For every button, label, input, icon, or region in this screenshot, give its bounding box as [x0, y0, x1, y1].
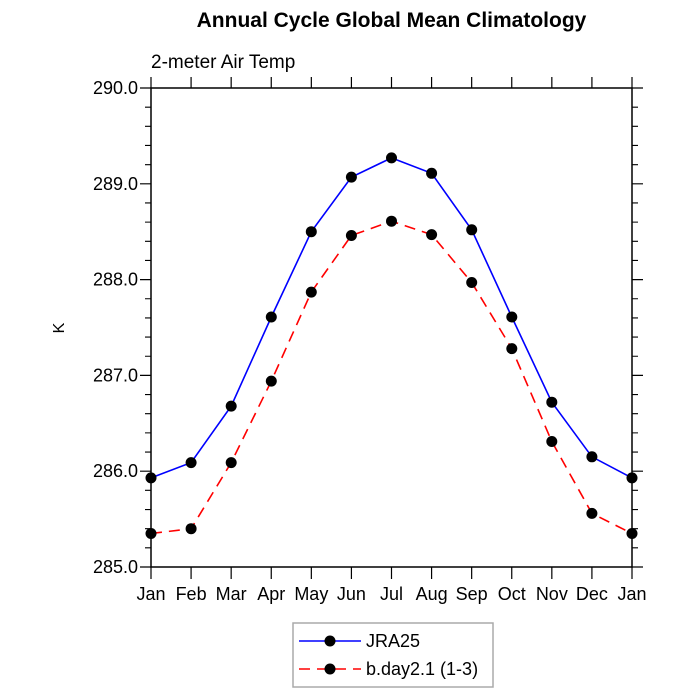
data-point-marker — [546, 396, 558, 408]
y-tick-label: 286.0 — [93, 461, 138, 481]
data-point-marker — [426, 167, 438, 179]
data-point-marker — [265, 311, 277, 323]
data-point-marker — [466, 277, 478, 288]
legend-swatch-marker — [324, 635, 336, 647]
data-point-marker — [145, 472, 157, 484]
legend-swatch-marker — [324, 663, 336, 675]
y-tick-label: 285.0 — [93, 557, 138, 577]
legend-label: b.day2.1 (1-3) — [366, 659, 478, 679]
x-tick-label: Jan — [617, 584, 646, 604]
x-ticks-bottom — [150, 567, 633, 579]
data-point-marker — [345, 171, 357, 183]
data-point-marker — [386, 215, 397, 227]
data-point-marker — [225, 457, 237, 469]
x-tick-label: Feb — [176, 584, 207, 604]
data-point-marker — [145, 528, 157, 539]
x-tick-label: Aug — [416, 584, 448, 604]
x-tick-label: Jun — [337, 584, 366, 604]
legend-label: JRA25 — [366, 631, 420, 651]
data-point-marker — [466, 224, 478, 236]
data-point-marker — [265, 375, 277, 387]
data-point-marker — [546, 436, 558, 447]
y-tick-label: 287.0 — [93, 365, 138, 385]
x-tick-label: Jul — [380, 584, 403, 604]
y-minor-ticks — [145, 106, 638, 549]
y-tick-label: 290.0 — [93, 78, 138, 98]
data-point-marker — [626, 528, 638, 539]
data-point-marker — [626, 472, 638, 484]
data-point-marker — [305, 226, 317, 238]
data-point-marker — [185, 523, 197, 535]
data-point-marker — [426, 229, 438, 241]
data-point-marker — [185, 457, 197, 469]
y-tick-label: 289.0 — [93, 174, 138, 194]
legend-box — [292, 622, 494, 688]
data-point-marker — [305, 286, 317, 298]
y-tick-label: 288.0 — [93, 270, 138, 290]
series-line-jra25 — [150, 157, 633, 479]
x-tick-label: Jan — [136, 584, 165, 604]
data-point-marker — [586, 451, 598, 463]
x-tick-label: Dec — [576, 584, 608, 604]
data-point-marker — [506, 311, 518, 323]
x-tick-label: Nov — [536, 584, 568, 604]
chart-title: Annual Cycle Global Mean Climatology — [196, 9, 587, 32]
x-tick-label: May — [294, 584, 328, 604]
chart-subtitle: 2-meter Air Temp — [151, 52, 296, 73]
y-major-ticks — [140, 87, 643, 568]
x-tick-label: Oct — [498, 584, 526, 604]
data-point-marker — [345, 230, 357, 241]
data-point-marker — [506, 343, 518, 355]
x-tick-label: Mar — [216, 584, 247, 604]
data-point-marker — [225, 400, 237, 412]
series-line-b-day2-1-1-3- — [150, 220, 633, 535]
x-tick-label: Apr — [257, 584, 285, 604]
data-point-marker — [586, 507, 598, 519]
x-ticks-top — [150, 77, 633, 88]
data-point-marker — [386, 152, 397, 164]
x-tick-label: Sep — [456, 584, 488, 604]
